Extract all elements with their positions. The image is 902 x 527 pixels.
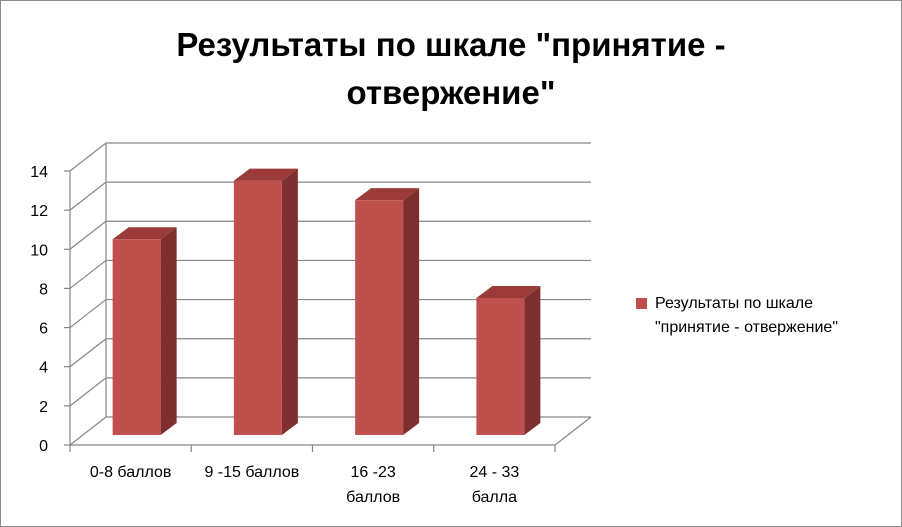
legend-swatch [636, 298, 647, 309]
bar-side [160, 227, 177, 435]
bar-front [476, 298, 525, 435]
bar-top [355, 188, 420, 201]
chart-title-line-1: Результаты по шкале "принятие - [176, 26, 726, 63]
legend-label-line-2: "принятие - отвержение" [655, 319, 839, 336]
x-tick-label: 16 -23 [350, 464, 395, 481]
bar-front [112, 239, 161, 435]
bar-top [233, 168, 298, 181]
axes [64, 143, 592, 452]
x-tick-label: балла [472, 489, 517, 506]
bar-side [403, 188, 420, 435]
bar-top [476, 286, 541, 298]
gridline-side [69, 416, 107, 446]
chart-title-line-2: отвержение" [346, 74, 556, 111]
y-tick-label: 6 [39, 321, 48, 338]
x-tick-label: 24 - 33 [469, 464, 519, 481]
chart-title: Результаты по шкале "принятие - отвержен… [101, 21, 801, 117]
gridline-side [69, 259, 107, 289]
bar-top [112, 227, 177, 240]
x-tick-label: 9 -15 баллов [204, 464, 299, 481]
y-tick-labels: 0 2 4 6 8 10 12 14 [30, 164, 48, 455]
legend-label: Результаты по шкале "принятие - отвержен… [655, 292, 887, 340]
legend-label-line-1: Результаты по шкале [655, 295, 814, 312]
gridline-side [69, 377, 107, 407]
bar-side [524, 286, 541, 435]
bar-side [281, 168, 298, 436]
bar [476, 286, 541, 435]
y-tick-label: 10 [30, 242, 48, 259]
gridline-side [69, 299, 107, 329]
gridline-side [69, 220, 107, 250]
gridline-side [69, 142, 107, 172]
bar [233, 168, 298, 436]
y-tick-label: 8 [39, 281, 48, 298]
y-tick-label: 2 [39, 399, 48, 416]
y-tick-label: 0 [39, 438, 48, 455]
gridline-side [69, 338, 107, 368]
y-tick-label: 12 [30, 203, 48, 220]
x-tick-label: баллов [346, 489, 400, 506]
y-tick-label: 4 [39, 360, 48, 377]
x-tick-labels: 0-8 баллов 9 -15 баллов 16 -23 баллов 24 - 3… [90, 464, 520, 506]
bar [112, 227, 177, 435]
x-tick-label: 0-8 баллов [90, 464, 172, 481]
gridline-side [69, 181, 107, 211]
bar-front [355, 200, 404, 435]
floor-edge [554, 416, 592, 446]
bar [355, 188, 420, 435]
bars [112, 168, 541, 436]
y-tick-label: 14 [30, 164, 48, 181]
bar-front [233, 180, 282, 435]
